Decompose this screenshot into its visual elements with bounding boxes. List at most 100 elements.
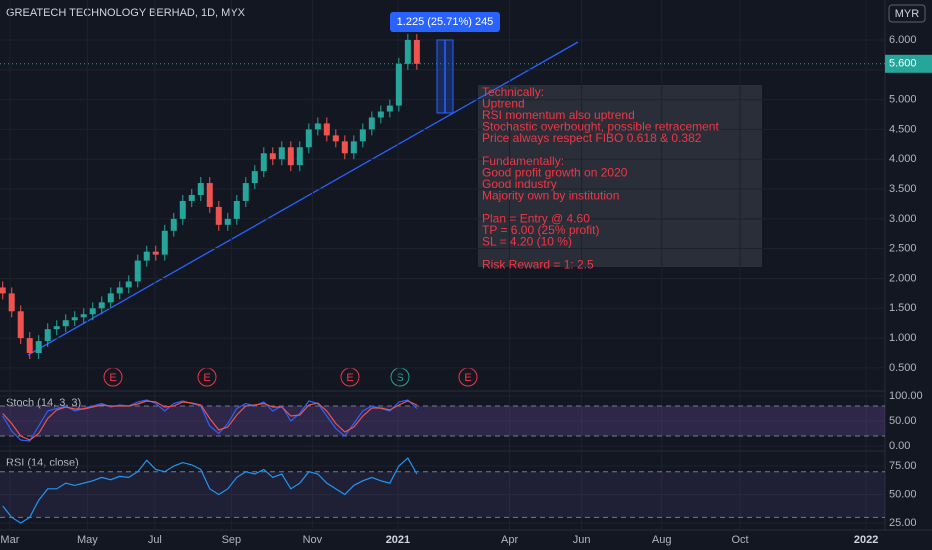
y-tick-label: 75.00 [889, 460, 917, 472]
indicator-line [2, 457, 418, 524]
candle-body [341, 141, 348, 154]
candle-body [116, 287, 123, 294]
y-tick-label: 1.000 [889, 332, 917, 344]
candle-body [125, 281, 132, 288]
y-tick-label: 50.00 [889, 415, 917, 427]
candle-body [215, 206, 222, 225]
candle-body [35, 341, 42, 354]
candle-body [80, 314, 87, 318]
candle-body [89, 308, 96, 315]
candle-body [269, 153, 276, 160]
note-line: Majority own by institution [482, 189, 619, 203]
note-line: Good industry [482, 177, 557, 191]
candle-body [71, 317, 78, 321]
candle-body [350, 141, 357, 154]
rsi-title: RSI (14, close) [6, 457, 79, 469]
candle-body [0, 287, 6, 294]
candle-body [260, 153, 267, 172]
event-label: E [109, 372, 116, 384]
band-fill [0, 471, 885, 518]
note-line: Fundamentally: [482, 154, 564, 168]
measure-label: 1.225 (25.71%) 245 [397, 16, 494, 28]
note-line: Plan = Entry @ 4.60 [482, 212, 590, 226]
currency[interactable]: MYR [895, 8, 920, 20]
x-tick-label: Oct [731, 534, 748, 546]
candle-body [305, 129, 312, 148]
y-tick-label: 0.00 [889, 440, 910, 452]
candle-body [134, 260, 141, 282]
last-price-label: 5.600 [889, 58, 917, 70]
candle-body [332, 135, 339, 142]
candle-body [206, 183, 213, 207]
candle-body [233, 200, 240, 219]
event-label: E [464, 372, 471, 384]
candle-body [44, 329, 51, 342]
x-tick-label: Jul [148, 534, 162, 546]
candle-body [242, 183, 249, 201]
candle-body [251, 171, 258, 184]
candle-body [278, 147, 285, 160]
candle-body [359, 129, 366, 142]
x-tick-label: Aug [652, 534, 672, 546]
y-tick-label: 4.000 [889, 153, 917, 165]
y-tick-label: 4.500 [889, 123, 917, 135]
candle-body [323, 123, 330, 136]
candle-body [98, 302, 105, 309]
y-tick-label: 25.00 [889, 517, 917, 529]
y-tick-label: 3.500 [889, 183, 917, 195]
candle-body [314, 123, 321, 130]
candle-body [188, 195, 195, 201]
note-line: Risk Reward = 1: 2.5 [482, 258, 594, 272]
y-tick-label: 50.00 [889, 488, 917, 500]
note-line: RSI momentum also uptrend [482, 108, 635, 122]
candle-body [26, 338, 33, 354]
candle-body [53, 326, 60, 330]
candle-body [413, 39, 420, 64]
candle-body [296, 147, 303, 166]
candle-body [8, 293, 15, 312]
note-box [478, 85, 762, 267]
note-line: Uptrend [482, 97, 525, 111]
candle-body [287, 147, 294, 166]
note-line: Technically: [482, 85, 544, 99]
candle-body [368, 117, 375, 130]
candle-body [224, 218, 231, 225]
currency-button[interactable] [888, 4, 926, 23]
x-tick-label: Nov [303, 534, 323, 546]
note-line: Good profit growth on 2020 [482, 166, 628, 180]
x-tick-label: 2021 [386, 534, 410, 546]
candle-body [197, 183, 204, 195]
candle-body [170, 218, 177, 231]
event-label: E [203, 372, 210, 384]
candle-body [17, 311, 24, 339]
indicator-line [2, 399, 418, 442]
event-label: S [396, 372, 403, 384]
candle-body [179, 200, 186, 219]
band-fill [0, 406, 885, 436]
y-tick-label: 6.000 [889, 34, 917, 46]
candle-body [161, 230, 168, 255]
x-tick-label: May [77, 534, 98, 546]
y-tick-label: 2.000 [889, 272, 917, 284]
y-tick-label: 100.00 [889, 390, 923, 402]
y-tick-label: 5.000 [889, 93, 917, 105]
x-tick-label: Jun [573, 534, 591, 546]
candle-body [395, 63, 402, 106]
y-tick-label: 0.500 [889, 362, 917, 374]
x-tick-label: 2022 [854, 534, 878, 546]
chart-title: GREATECH TECHNOLOGY BERHAD, 1D, MYX [6, 7, 246, 19]
candle-body [152, 251, 159, 255]
indicator-line [2, 400, 418, 441]
stoch-title: Stoch (14, 3, 3) [6, 397, 81, 409]
y-tick-label: 3.000 [889, 213, 917, 225]
candle-body [62, 320, 69, 327]
note-line: TP = 6.00 (25% profit) [482, 223, 600, 237]
candle-body [404, 39, 411, 64]
note-line: Stochastic overbought, possible retracem… [482, 120, 719, 134]
candle-body [107, 293, 114, 303]
note-line: SL = 4.20 (10 %) [482, 235, 572, 249]
x-tick-label: Sep [222, 534, 242, 546]
candle-body [377, 111, 384, 118]
trend-line [27, 41, 579, 356]
